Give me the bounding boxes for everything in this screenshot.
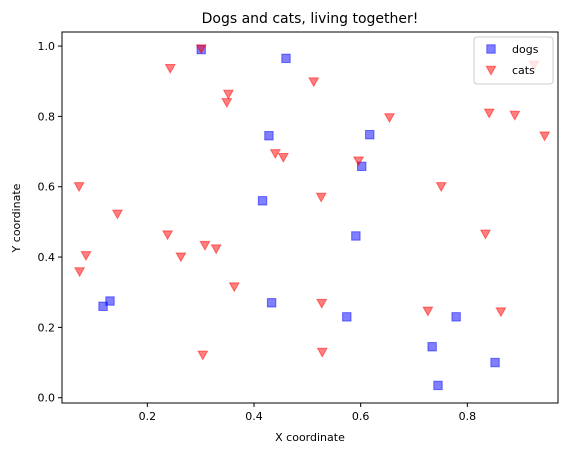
cats-point: [197, 350, 209, 361]
cats-point: [352, 156, 365, 167]
cats-point: [222, 89, 234, 100]
y-tick-label: 0.0: [38, 392, 56, 405]
y-tick-label: 0.2: [38, 321, 56, 334]
cats-point: [539, 131, 551, 142]
cats-point: [308, 77, 320, 88]
dogs-point: [490, 357, 500, 368]
x-tick-label: 0.6: [352, 410, 370, 423]
cats-point: [383, 113, 396, 124]
cats-point: [483, 108, 495, 119]
cats-point: [175, 252, 187, 263]
x-tick-label: 0.4: [245, 410, 263, 423]
cats-point: [277, 152, 289, 163]
cats-point: [228, 282, 240, 293]
cats-point: [199, 240, 211, 251]
axes-ticks: 0.2 0.4 0.6 0.8 0.0 0.2 0.4 0.6 0.8 1.0: [38, 40, 477, 423]
cats-point: [111, 209, 124, 220]
cats-point: [495, 307, 507, 318]
cats-point: [73, 182, 85, 193]
dogs-point: [357, 161, 367, 172]
y-axis-label: Y coordinate: [10, 183, 23, 253]
y-tick-label: 0.8: [38, 110, 56, 123]
cats-point: [435, 182, 447, 193]
cats-point: [164, 64, 176, 74]
dogs-point: [351, 231, 361, 241]
legend-marker-dogs: [486, 44, 496, 54]
legend-label-dogs: dogs: [512, 43, 539, 56]
chart-title: Dogs and cats, living together!: [202, 11, 419, 27]
dogs-point: [257, 196, 268, 206]
series-dogs: [98, 44, 500, 391]
cats-point: [316, 347, 328, 358]
cats-point: [316, 298, 328, 309]
dogs-point: [427, 342, 437, 352]
y-tick-label: 0.6: [38, 181, 56, 194]
legend-marker-cats: [485, 65, 497, 76]
y-tick-label: 1.0: [38, 40, 56, 53]
dogs-point: [98, 301, 108, 311]
dogs-point: [281, 53, 291, 64]
dogs-point: [342, 312, 352, 322]
dogs-point: [365, 129, 375, 140]
legend: dogs cats: [473, 36, 554, 85]
plot-area: [73, 44, 551, 391]
dogs-point: [451, 312, 461, 322]
legend-label-cats: cats: [512, 64, 535, 77]
cats-point: [422, 306, 434, 317]
x-axis-label: X coordinate: [275, 431, 345, 444]
series-cats: [73, 44, 551, 361]
axes-frame: [61, 31, 559, 404]
x-tick-label: 0.2: [139, 410, 157, 423]
dogs-point: [433, 380, 443, 391]
dogs-point: [105, 296, 115, 306]
cats-point: [315, 192, 327, 203]
cats-point: [210, 244, 222, 255]
cats-point: [479, 229, 492, 240]
dogs-point: [266, 298, 277, 308]
cats-point: [221, 98, 233, 109]
x-tick-label: 0.8: [459, 410, 477, 423]
dogs-point: [264, 131, 274, 141]
cats-point: [509, 110, 521, 121]
cats-point: [74, 267, 86, 278]
cats-point: [195, 44, 207, 55]
y-tick-label: 0.4: [38, 251, 56, 264]
cats-point: [80, 251, 92, 262]
cats-point: [162, 230, 174, 241]
cats-point: [269, 149, 281, 160]
